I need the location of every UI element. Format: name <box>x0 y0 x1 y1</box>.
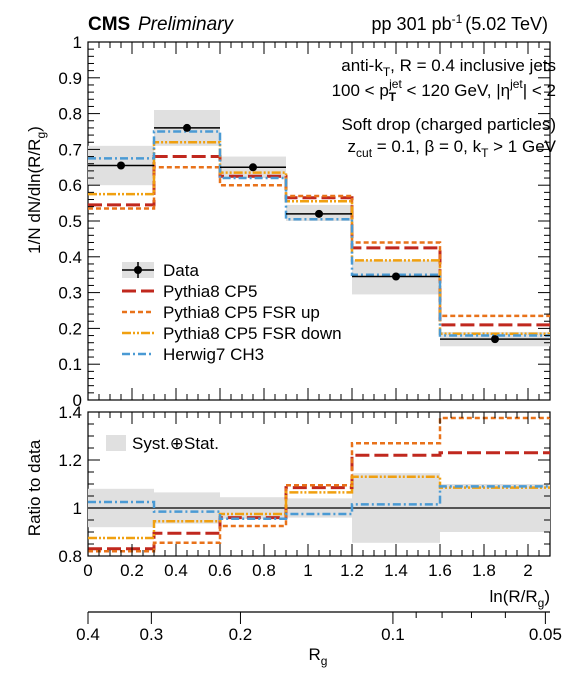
top-y-tick-label: 0.1 <box>58 355 82 374</box>
series-1-step-line <box>88 166 550 318</box>
lumi-exp: -1 <box>452 12 463 26</box>
secondary-tick-label: 0.4 <box>76 625 100 644</box>
bottom-x-tick-label: 1 <box>303 561 312 580</box>
lumi-label: pp 301 pb-1 (5.02 TeV) <box>372 12 548 34</box>
ratio-series-2-step-line <box>88 475 550 540</box>
bottom-xlabel: ln(R/Rg) <box>489 587 550 610</box>
data-point <box>491 335 499 344</box>
annotation-pt: 100 < pTjet < 120 GeV, |ηjet| < 2 <box>332 77 556 104</box>
legend: Data Pythia8 CP5 Pythia8 CP5 FSR up Pyth… <box>122 261 342 364</box>
lumi-text: pp 301 pb <box>372 14 452 34</box>
energy-text: (5.02 TeV) <box>465 14 548 34</box>
bottom-x-tick-label: 0.4 <box>164 561 188 580</box>
secondary-tick-label: 0.3 <box>140 625 164 644</box>
annotation-jets: anti-kT, R = 0.4 inclusive jets <box>341 56 556 79</box>
annotation-block: anti-kT, R = 0.4 inclusive jets 100 < pT… <box>332 56 557 160</box>
legend-data-marker <box>134 266 142 274</box>
data-point <box>315 209 323 218</box>
legend-fsrdown-label: Pythia8 CP5 FSR down <box>163 324 342 343</box>
secondary-tick-label: 0.2 <box>229 625 253 644</box>
bottom-y-tick-label: 1.2 <box>58 451 82 470</box>
top-y-tick-label: 0.3 <box>58 284 82 303</box>
data-point <box>117 161 125 170</box>
bottom-x-tick-label: 0 <box>83 561 92 580</box>
annotation-zcut: zcut = 0.1, β = 0, kT > 1 GeV <box>348 137 557 160</box>
bottom-ylabel: Ratio to data <box>25 439 44 536</box>
data-point <box>183 123 191 132</box>
annotation-softdrop: Soft drop (charged particles) <box>342 115 557 134</box>
bottom-x-tick-label: 1.8 <box>472 561 496 580</box>
top-ylabel: 1/N dN/dln(R/Rg) <box>25 126 48 254</box>
legend-syst-swatch <box>106 435 126 451</box>
top-y-tick-label: 0.6 <box>58 176 82 195</box>
top-y-tick-label: 0.8 <box>58 105 82 124</box>
top-panel: 0 0.1 0.2 0.3 0.4 0.5 0.6 0.7 0.8 0.9 1 <box>58 33 551 410</box>
bottom-x-tick-label: 0.6 <box>208 561 232 580</box>
bottom-x-tick-label: 1.4 <box>384 561 408 580</box>
bottom-y-tick-label: 1 <box>73 499 82 518</box>
top-y-tick-label: 0.2 <box>58 319 82 338</box>
legend-pythia-label: Pythia8 CP5 <box>163 282 258 301</box>
legend-syst-label: Syst.⊕Stat. <box>132 434 219 453</box>
series-0-step-line <box>88 155 550 327</box>
legend-fsrup-label: Pythia8 CP5 FSR up <box>163 303 320 322</box>
secondary-axis: 0.4 0.3 0.2 0.1 0.05 <box>76 611 562 644</box>
secondary-tick-label: 0.1 <box>381 625 405 644</box>
bottom-x-tick-label: 2 <box>523 561 532 580</box>
ratio-series-3-step-line <box>88 485 550 521</box>
top-y-tick-label: 0.4 <box>58 248 82 267</box>
top-y-tick-label: 0.7 <box>58 140 82 159</box>
bottom-x-tick-label: 1.6 <box>428 561 452 580</box>
legend-data-label: Data <box>163 261 199 280</box>
data-point <box>392 272 400 281</box>
top-y-tick-label: 0.5 <box>58 212 82 231</box>
secondary-xlabel: Rg <box>309 645 328 668</box>
series-2-step-line <box>88 140 550 336</box>
top-y-tick-label: 0.9 <box>58 69 82 88</box>
bottom-x-tick-label: 1.2 <box>340 561 364 580</box>
top-y-tick-label: 0 <box>73 391 82 410</box>
secondary-tick-label: 0.05 <box>529 625 562 644</box>
preliminary-label: Preliminary <box>138 14 235 35</box>
top-y-tick-label: 1 <box>73 33 82 52</box>
legend-herwig-label: Herwig7 CH3 <box>163 345 264 364</box>
data-point <box>249 163 257 172</box>
bottom-y-tick-label: 1.4 <box>58 403 82 422</box>
bottom-panel: 0.8 1 1.2 1.4 0 0.2 0.4 0.6 0.8 1 1.2 1.4 1.6 1.8 2 <box>58 403 551 580</box>
cms-label: CMS <box>88 14 130 35</box>
bottom-x-tick-label: 0.2 <box>120 561 144 580</box>
bottom-y-tick-label: 0.8 <box>58 547 82 566</box>
series-3-step-line <box>88 130 550 337</box>
bottom-x-tick-label: 0.8 <box>252 561 276 580</box>
